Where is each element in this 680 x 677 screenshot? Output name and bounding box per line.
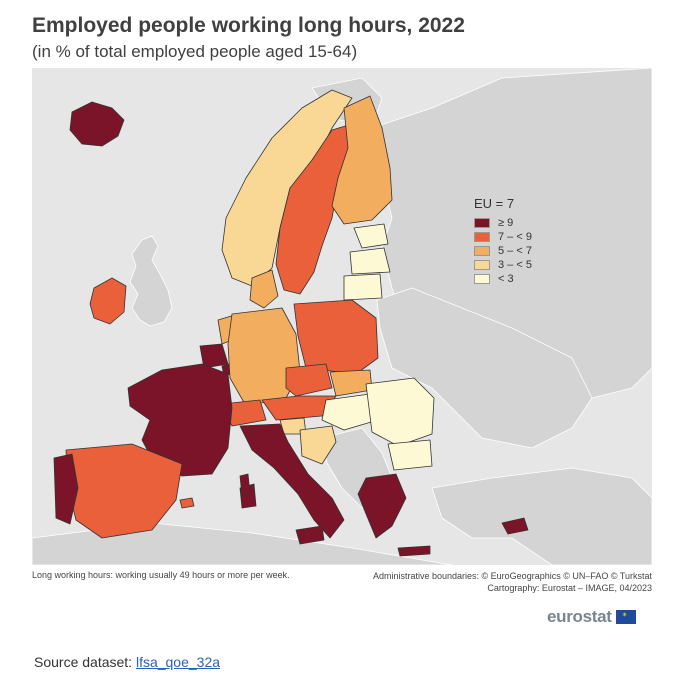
belgium-region	[199, 343, 229, 369]
slovakia-region	[329, 369, 373, 397]
sweden-region	[275, 123, 353, 295]
spain-island	[179, 497, 195, 509]
eurostat-logo: eurostat ✶	[547, 607, 636, 627]
france-region	[127, 363, 233, 477]
bulgaria-region	[387, 439, 433, 471]
legend-swatch	[474, 217, 490, 228]
legend-title: EU = 7	[474, 196, 515, 211]
croatia-region	[299, 425, 337, 465]
ukraine-belarus-land	[376, 287, 593, 449]
greece-island	[397, 545, 431, 557]
finland-region	[331, 95, 393, 225]
credits-boundaries: Administrative boundaries: © EuroGeograp…	[372, 571, 652, 581]
hungary-region	[321, 393, 379, 431]
italy-island	[295, 525, 325, 545]
legend-item: < 3	[474, 272, 532, 285]
portugal-region	[53, 453, 79, 525]
italy-region	[239, 423, 345, 539]
source-label: Source dataset:	[34, 654, 133, 670]
ireland-region	[89, 277, 127, 325]
source-dataset-link[interactable]: lfsa_qoe_32a	[135, 654, 221, 670]
legend-swatch	[474, 231, 490, 242]
legend-label: ≥ 9	[498, 216, 514, 229]
turkey-land	[431, 467, 652, 565]
legend-item: ≥ 9	[474, 216, 532, 229]
greece-region	[357, 473, 407, 539]
poland-region	[293, 299, 379, 375]
source-line: Source dataset: lfsa_qoe_32a	[34, 654, 220, 670]
denmark-region	[249, 269, 279, 309]
legend-swatch	[474, 245, 490, 256]
legend-item: 7 – < 9	[474, 230, 532, 243]
legend-swatch	[474, 259, 490, 270]
legend-label: 7 – < 9	[498, 230, 532, 243]
europe-map	[32, 68, 652, 565]
eu-flag-icon: ✶	[615, 610, 636, 624]
romania-region	[365, 377, 435, 447]
germany-region	[227, 307, 301, 407]
uk-great-britain-land	[129, 235, 173, 327]
logo-text: eurostat	[547, 607, 612, 626]
legend-label: 3 – < 5	[498, 258, 532, 271]
legend-swatch	[474, 273, 490, 284]
credits-cartography: Cartography: Eurostat – IMAGE, 04/2023	[487, 583, 652, 593]
legend-item: 3 – < 5	[474, 258, 532, 271]
france-island	[239, 473, 251, 497]
footnote: Long working hours: working usually 49 h…	[32, 570, 290, 580]
legend-item: 5 – < 7	[474, 244, 532, 257]
lithuania-region	[343, 273, 383, 301]
map-subtitle: (in % of total employed people aged 15-6…	[32, 42, 358, 61]
estonia-region	[353, 223, 389, 249]
iceland-region	[69, 101, 125, 147]
legend-label: < 3	[498, 272, 514, 285]
legend-label: 5 – < 7	[498, 244, 532, 257]
map-area	[32, 68, 652, 565]
czechia-region	[285, 363, 333, 397]
credits: Administrative boundaries: © EuroGeograp…	[373, 570, 652, 594]
latvia-region	[349, 247, 391, 275]
map-title: Employed people working long hours, 2022	[32, 14, 465, 37]
legend: EU = 7 ≥ 9 7 – < 9 5 – < 7 3 – < 5 < 3	[474, 196, 532, 286]
cyprus-region	[501, 517, 529, 535]
